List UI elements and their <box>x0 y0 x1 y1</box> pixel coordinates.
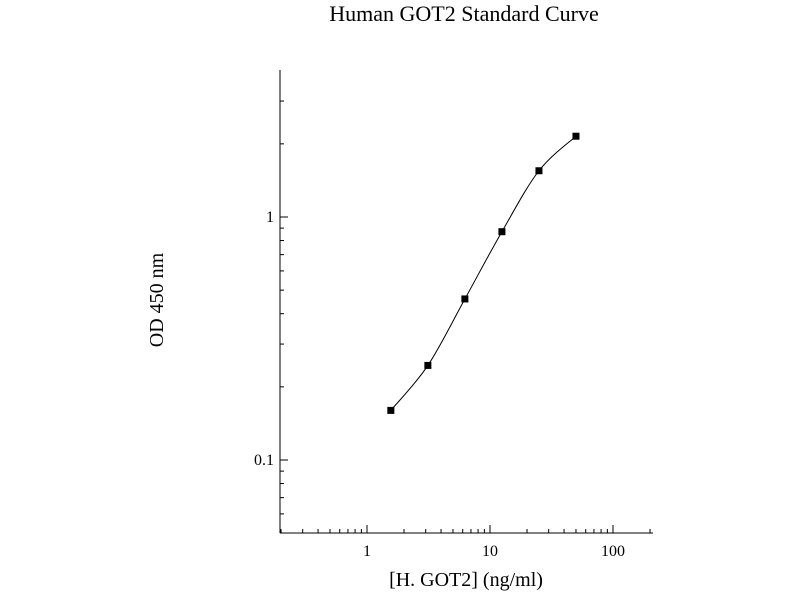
data-point <box>461 295 469 303</box>
data-point <box>424 361 432 369</box>
data-point <box>572 132 580 140</box>
axes <box>279 70 653 534</box>
y-axis-label: OD 450 nm <box>146 252 168 347</box>
x-tick-label: 10 <box>482 543 498 560</box>
chart-title: Human GOT2 Standard Curve <box>329 1 598 26</box>
x-axis-label: [H. GOT2] (ng/ml) <box>389 569 543 591</box>
data-point <box>498 228 506 236</box>
data-point <box>535 167 543 175</box>
x-tick-label: 1 <box>363 543 371 560</box>
x-tick-label: 100 <box>601 543 625 560</box>
x-axis-ticks <box>280 525 651 533</box>
data-points <box>387 132 580 414</box>
y-tick-labels: 0.11 <box>254 209 274 469</box>
y-tick-label: 1 <box>266 209 274 226</box>
data-point <box>387 406 395 414</box>
x-tick-labels: 1 10 100 <box>363 543 625 560</box>
y-tick-label: 0.1 <box>254 452 274 469</box>
y-axis-ticks <box>280 100 288 515</box>
fitted-curve <box>390 135 577 411</box>
